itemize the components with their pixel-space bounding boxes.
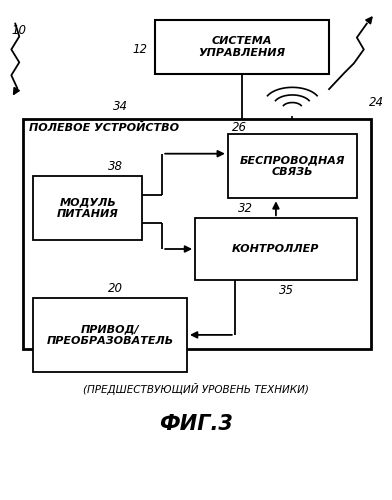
Text: 38: 38 (108, 160, 123, 172)
Text: 12: 12 (132, 44, 147, 57)
Text: ПОЛЕВОЕ УСТРОЙСТВО: ПОЛЕВОЕ УСТРОЙСТВО (29, 123, 179, 133)
Text: 24: 24 (369, 96, 384, 109)
Bar (228, 134, 357, 198)
Text: 32: 32 (238, 202, 253, 215)
Text: 10: 10 (11, 24, 26, 36)
Bar (155, 20, 329, 74)
Text: 20: 20 (108, 282, 123, 294)
Text: БЕСПРОВОДНАЯ
СВЯЗЬ: БЕСПРОВОДНАЯ СВЯЗЬ (240, 156, 345, 177)
Text: СИСТЕМА
УПРАВЛЕНИЯ: СИСТЕМА УПРАВЛЕНИЯ (199, 36, 286, 58)
Text: (ПРЕДШЕСТВУЮЩИЙ УРОВЕНЬ ТЕХНИКИ): (ПРЕДШЕСТВУЮЩИЙ УРОВЕНЬ ТЕХНИКИ) (83, 383, 309, 395)
Text: ФИГ.3: ФИГ.3 (159, 414, 233, 434)
Bar (33, 298, 187, 372)
Text: 34: 34 (113, 100, 127, 113)
Text: 35: 35 (279, 284, 294, 297)
Bar (23, 119, 371, 350)
Text: 26: 26 (232, 121, 247, 134)
Bar (195, 218, 357, 280)
Bar (33, 176, 142, 240)
Text: ПРИВОД/
ПРЕОБРАЗОВАТЕЛЬ: ПРИВОД/ ПРЕОБРАЗОВАТЕЛЬ (47, 324, 174, 345)
Text: МОДУЛЬ
ПИТАНИЯ: МОДУЛЬ ПИТАНИЯ (57, 197, 119, 218)
Text: КОНТРОЛЛЕР: КОНТРОЛЛЕР (232, 244, 319, 254)
